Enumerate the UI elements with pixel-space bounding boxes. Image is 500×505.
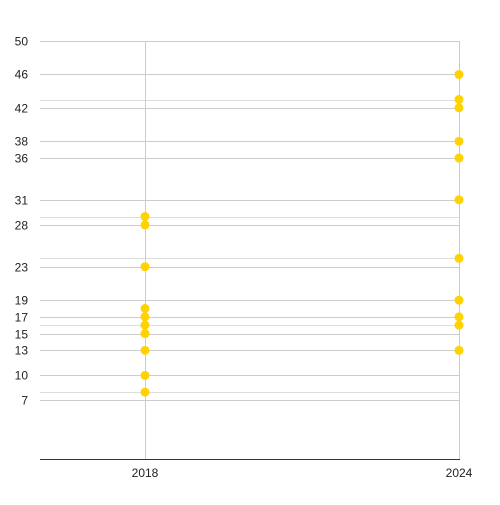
- data-point: [454, 103, 464, 113]
- data-point: [454, 312, 464, 322]
- data-point: [140, 345, 150, 355]
- y-tick-label: 15: [15, 328, 29, 342]
- y-tick-label: 38: [15, 135, 29, 149]
- x-tick-label: 2018: [132, 466, 159, 480]
- data-point: [454, 153, 464, 163]
- y-tick-label: 50: [15, 35, 29, 49]
- x-tick-label: 2024: [446, 466, 473, 480]
- data-point: [140, 370, 150, 380]
- data-point: [140, 320, 150, 330]
- y-tick-label: 46: [15, 68, 29, 82]
- y-tick-label: 13: [15, 344, 29, 358]
- data-point: [140, 304, 150, 314]
- data-point: [140, 312, 150, 322]
- y-tick-label: 10: [15, 369, 29, 383]
- data-point: [454, 345, 464, 355]
- data-point: [454, 253, 464, 263]
- y-tick-label: 19: [15, 294, 29, 308]
- data-point: [454, 95, 464, 105]
- y-tick-label: 31: [15, 194, 29, 208]
- data-point: [140, 387, 150, 397]
- y-tick-label: 23: [15, 261, 29, 275]
- tick-labels: 7 10 13 15 17 19 23 28 31 36 38 42 46 50 2018 2024: [15, 35, 473, 481]
- y-tick-label: 17: [15, 311, 29, 325]
- y-tick-label: 36: [15, 152, 29, 166]
- data-point: [140, 262, 150, 272]
- data-point: [454, 195, 464, 205]
- data-point: [140, 329, 150, 339]
- data-point: [454, 295, 464, 305]
- gridlines: [40, 41, 460, 459]
- data-points: [140, 69, 464, 397]
- data-point: [454, 136, 464, 146]
- y-tick-label: 7: [21, 394, 28, 408]
- data-point: [454, 69, 464, 79]
- data-point: [140, 220, 150, 230]
- y-tick-label: 28: [15, 219, 29, 233]
- data-point: [454, 320, 464, 330]
- y-tick-label: 42: [15, 102, 29, 116]
- data-point: [140, 212, 150, 222]
